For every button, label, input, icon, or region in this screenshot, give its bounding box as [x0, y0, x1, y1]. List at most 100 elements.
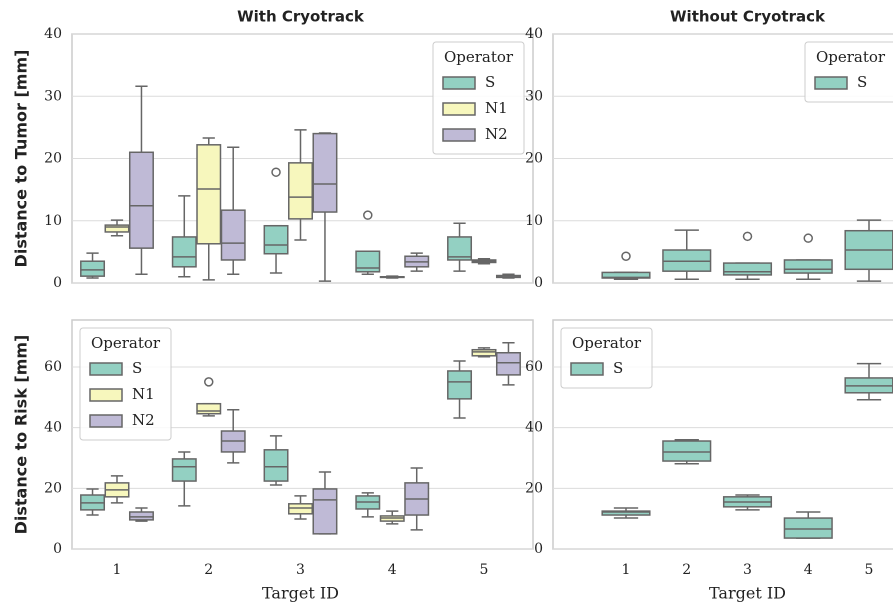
box [196, 144, 222, 245]
legend: Operator S [560, 327, 653, 389]
box [447, 370, 473, 400]
box-group [196, 137, 222, 281]
box-group [128, 507, 154, 522]
box [662, 440, 712, 462]
legend-swatch [570, 362, 604, 376]
whisker [502, 374, 515, 386]
legend-swatch [89, 362, 123, 376]
box-group [404, 252, 430, 272]
y-tick-label: 0 [53, 541, 62, 557]
subplot-title: Without Cryotrack [670, 8, 826, 26]
box [495, 352, 521, 376]
legend-label: N2 [485, 125, 508, 143]
whisker [502, 341, 515, 353]
box-group [171, 195, 197, 278]
box [80, 260, 106, 277]
outlier [621, 251, 631, 261]
box [722, 262, 773, 276]
box [104, 224, 130, 233]
box-group [171, 451, 197, 507]
outlier [363, 210, 373, 220]
x-tick-label: 3 [743, 562, 752, 578]
whisker [269, 435, 283, 450]
whisker [318, 212, 332, 282]
box [355, 250, 381, 273]
whisker [110, 475, 124, 483]
whisker [674, 229, 699, 251]
box-group [662, 439, 712, 465]
legend-box [79, 327, 172, 441]
box-group [722, 494, 773, 511]
whisker [856, 362, 882, 378]
whisker [86, 509, 99, 516]
box-group [80, 488, 106, 516]
box [220, 209, 246, 261]
box [447, 236, 473, 261]
whisker [227, 259, 240, 276]
x-tick-label: 3 [296, 562, 305, 578]
y-axis-label: Distance to Risk [mm] [12, 335, 31, 535]
legend-swatch [442, 128, 476, 142]
y-tick-label: 40 [44, 420, 62, 436]
box-group [722, 231, 773, 281]
legend-title: Operator [572, 334, 642, 352]
y-tick-label: 40 [525, 26, 543, 42]
whisker [227, 409, 240, 432]
box-group [601, 507, 651, 519]
whisker [86, 252, 99, 262]
whisker [453, 222, 466, 237]
legend-title: Operator [816, 48, 886, 66]
whisker [856, 269, 882, 282]
y-tick-label: 30 [525, 88, 543, 104]
box-group [312, 132, 338, 282]
box-group [783, 511, 833, 539]
legend-swatch [89, 414, 123, 428]
box-group [80, 252, 106, 279]
legend-label: S [613, 359, 623, 377]
x-tick-label: 2 [204, 562, 213, 578]
box-group [104, 219, 130, 237]
box-group [844, 362, 893, 401]
whisker [227, 146, 240, 211]
legend-box [432, 41, 525, 155]
box [312, 488, 338, 535]
box [263, 224, 289, 255]
whisker [294, 129, 307, 163]
y-tick-label: 0 [53, 275, 62, 291]
box-group [104, 475, 130, 504]
y-tick-label: 40 [44, 26, 62, 42]
legend-swatch [442, 102, 476, 116]
outlier [271, 167, 281, 177]
whisker [856, 392, 882, 401]
box-group [601, 251, 651, 281]
box [312, 132, 338, 213]
box-group [312, 471, 338, 535]
whisker [178, 481, 191, 507]
box-group [662, 229, 712, 281]
y-tick-label: 20 [44, 151, 62, 167]
legend-label: N1 [132, 385, 155, 403]
legend-title: Operator [444, 48, 514, 66]
box [601, 510, 651, 516]
x-tick-label: 2 [682, 562, 691, 578]
box-group [288, 495, 313, 520]
box [171, 236, 197, 268]
whisker [361, 508, 374, 518]
outlier [204, 377, 214, 387]
whisker [110, 219, 124, 226]
box [263, 449, 289, 482]
box [128, 151, 154, 249]
whisker [202, 137, 215, 145]
whisker [294, 495, 307, 504]
legend: Operator S N1 N2 [79, 327, 172, 441]
y-tick-label: 10 [44, 213, 62, 229]
y-tick-label: 0 [534, 541, 543, 557]
y-tick-label: 20 [525, 480, 543, 496]
legend-label: N1 [485, 99, 508, 117]
box-group [196, 377, 222, 417]
whisker [453, 259, 466, 272]
whisker [856, 219, 882, 231]
whisker [453, 398, 466, 419]
box [783, 517, 833, 539]
